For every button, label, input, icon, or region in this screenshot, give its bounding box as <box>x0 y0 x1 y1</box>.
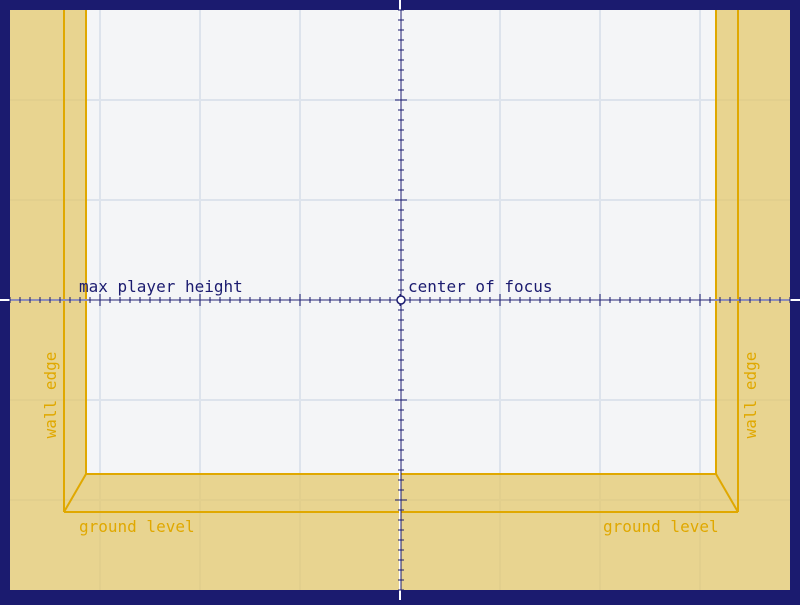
left-ground-bevel <box>63 473 87 513</box>
center-of-focus-label: center of focus <box>408 277 553 296</box>
right-ground-bevel <box>715 473 739 513</box>
center-of-focus-marker <box>396 295 406 305</box>
ground-level-label-right: ground level <box>603 517 719 536</box>
wall-edge-label-left: wall edge <box>41 352 60 439</box>
wall-edge-label-right: wall edge <box>741 352 760 439</box>
ground-level-label-left: ground level <box>79 517 195 536</box>
max-player-height-label: max player height <box>79 277 243 296</box>
